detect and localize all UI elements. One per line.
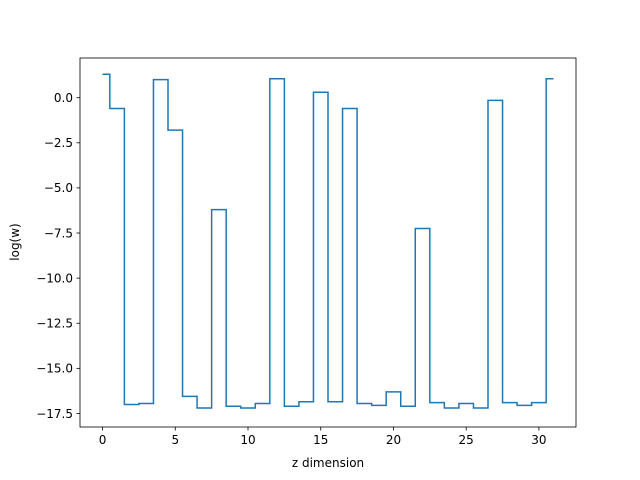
x-tick-label: 5 — [171, 433, 179, 447]
y-tick-label: −10.0 — [36, 271, 73, 285]
y-tick-label: 0.0 — [54, 91, 73, 105]
y-axis-title: log(w) — [8, 223, 22, 260]
y-tick-label: −17.5 — [36, 407, 73, 421]
x-tick-label: 10 — [240, 433, 255, 447]
x-tick-label: 0 — [99, 433, 107, 447]
x-tick-label: 15 — [313, 433, 328, 447]
y-tick-label: −12.5 — [36, 317, 73, 331]
x-tick-label: 30 — [531, 433, 546, 447]
y-tick-label: −5.0 — [44, 181, 73, 195]
plot-frame — [79, 57, 577, 428]
axes: 0 5 10 15 20 25 30 0.0 −2.5 −5.0 −7.5 −10.0 −12.5 −15… — [36, 57, 577, 447]
x-tick-label: 20 — [386, 433, 401, 447]
x-tick-label: 25 — [459, 433, 474, 447]
plot-area — [102, 73, 554, 409]
y-tick-label: −15.0 — [36, 362, 73, 376]
x-axis-title: z dimension — [292, 456, 364, 470]
y-tick-label: −2.5 — [44, 136, 73, 150]
series-line — [102, 73, 554, 409]
y-tick-label: −7.5 — [44, 226, 73, 240]
